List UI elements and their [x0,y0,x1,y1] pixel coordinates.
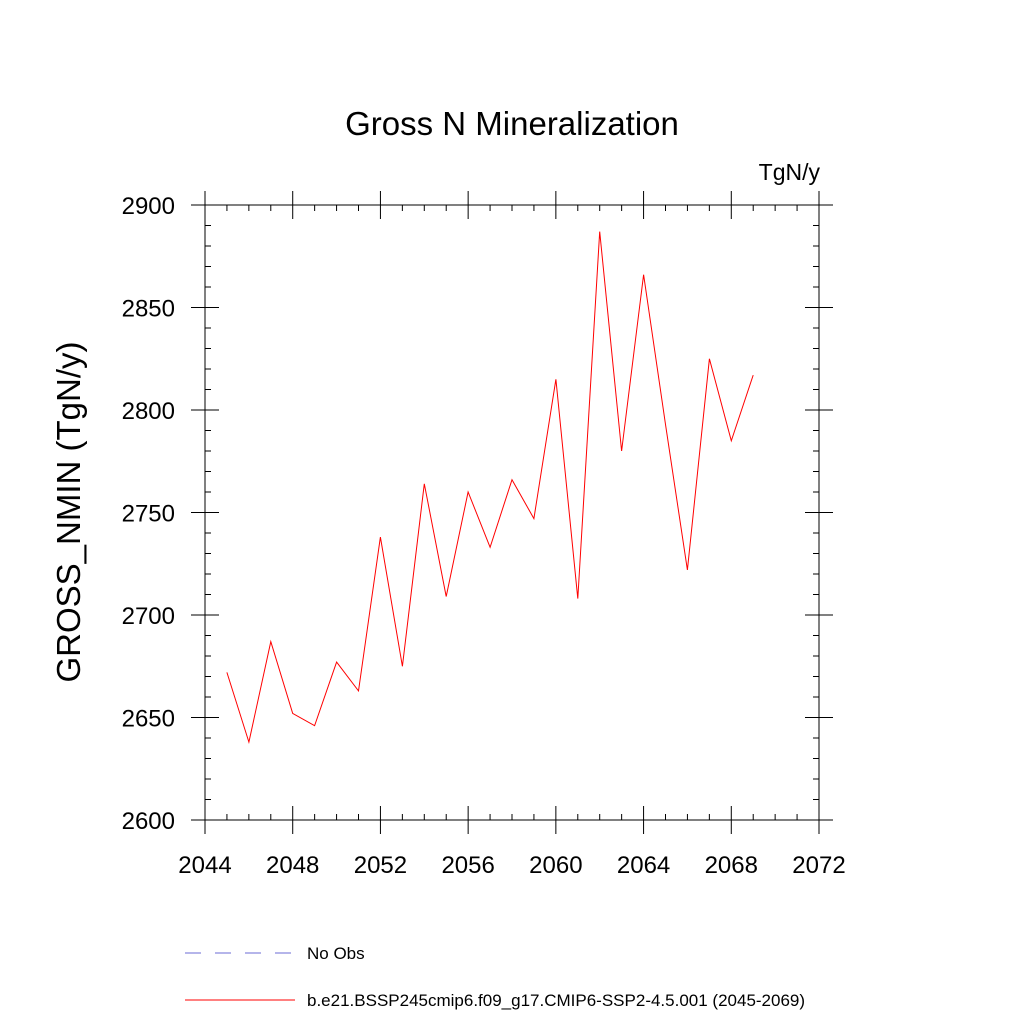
y-tick-labels: 2600 2650 2700 2750 2800 2850 2900 [122,193,175,835]
series-layer [226,231,754,745]
y-tick-label: 2700 [122,603,175,630]
x-tick-label: 2064 [617,852,670,879]
x-tick-label: 2056 [441,852,494,879]
x-tick-label: 2044 [178,852,231,879]
x-tick-label: 2068 [705,852,758,879]
legend: No Obs b.e21.BSSP245cmip6.f09_g17.CMIP6-… [185,944,805,1010]
series-line-0 [226,231,754,745]
plot-frame [204,204,820,821]
y-tick-label: 2850 [122,296,175,323]
y-tick-label: 2650 [122,706,175,733]
y-tick-label: 2600 [122,808,175,835]
y-tick-label: 2750 [122,501,175,528]
y-tick-label: 2800 [122,398,175,425]
minor-ticks [205,205,819,820]
chart-title: Gross N Mineralization [345,105,679,142]
x-tick-label: 2060 [529,852,582,879]
x-tick-label: 2072 [792,852,845,879]
x-tick-label: 2052 [354,852,407,879]
y-tick-label: 2900 [122,193,175,220]
major-ticks [191,191,833,834]
x-tick-label: 2048 [266,852,319,879]
y-axis-label: GROSS_NMIN (TgN/y) [50,341,87,682]
x-tick-labels: 2044 2048 2052 2056 2060 2064 2068 2072 [178,852,845,879]
units-label: TgN/y [759,159,821,185]
legend-label-no-obs: No Obs [307,944,365,963]
legend-label-model-run: b.e21.BSSP245cmip6.f09_g17.CMIP6-SSP2-4.… [307,991,805,1010]
